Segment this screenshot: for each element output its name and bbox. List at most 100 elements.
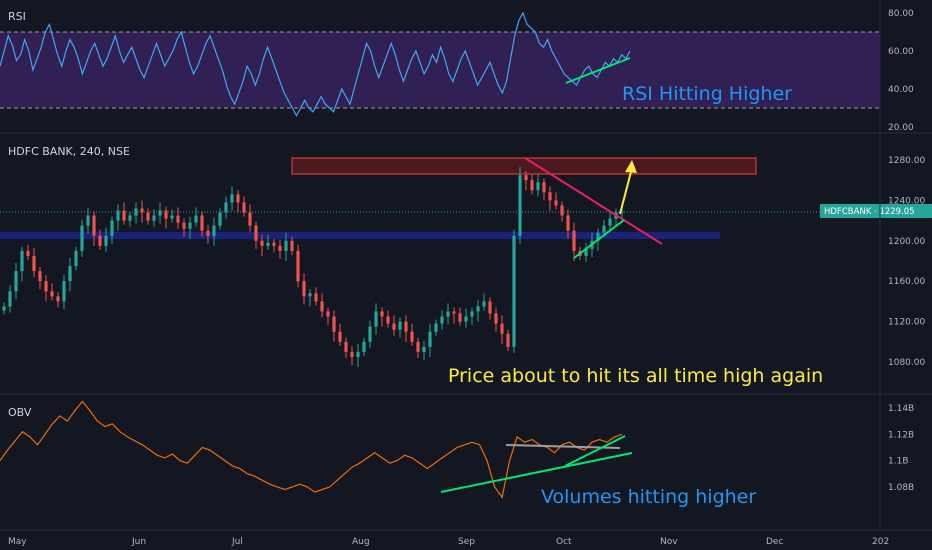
candle-body <box>386 316 390 324</box>
candle-body <box>566 215 570 231</box>
resistance-zone <box>291 157 757 175</box>
candle-body <box>470 311 474 317</box>
obv-trend-line-upper <box>564 435 626 467</box>
candle-body <box>98 235 102 246</box>
candle-body <box>548 192 552 201</box>
candle-body <box>26 250 30 256</box>
price-tick-label: 1080.00 <box>888 358 925 368</box>
candle-body <box>620 211 624 213</box>
x-tick-label: Dec <box>766 537 783 547</box>
rsi-tick-label: 40.00 <box>888 85 914 95</box>
candle-body <box>536 182 540 191</box>
candle-body <box>464 316 468 322</box>
candle-body <box>182 222 186 229</box>
candle-body <box>410 331 414 342</box>
candle-body <box>212 225 216 236</box>
candle-body <box>242 202 246 213</box>
candle-body <box>134 208 138 216</box>
candle-body <box>224 202 228 213</box>
obv-pane: OBV 1.14B 1.12B 1.1B 1.08B Volumes hitting … <box>0 400 914 508</box>
candle-body <box>440 316 444 324</box>
candle-body <box>416 341 420 352</box>
rsi-trend-line <box>565 57 631 84</box>
candle-body <box>74 250 78 267</box>
obv-tick-label: 1.08B <box>888 483 914 493</box>
candle-body <box>512 235 516 347</box>
obv-line <box>0 400 623 499</box>
candle-body <box>404 321 408 332</box>
rsi-annotation: RSI Hitting Higher <box>622 83 792 105</box>
price-tick-label: 1120.00 <box>888 318 925 328</box>
candle-body <box>62 281 66 302</box>
rsi-line <box>0 11 631 117</box>
candle-body <box>194 215 198 223</box>
candle-body <box>206 230 210 236</box>
candle-body <box>14 271 18 292</box>
candle-body <box>602 225 606 233</box>
price-tick-label: 1280.00 <box>888 156 925 166</box>
candle-body <box>308 293 312 297</box>
rsi-tick-label: 80.00 <box>888 9 914 19</box>
price-tick-label: 1200.00 <box>888 237 925 247</box>
candle-body <box>596 232 600 241</box>
candle-body <box>146 212 150 221</box>
obv-trend-line-lower <box>440 452 633 493</box>
last-price-tag: HDFCBANK · 1229.05 <box>824 207 915 217</box>
candle-body <box>140 208 144 213</box>
candle-body <box>494 313 498 324</box>
candle-body <box>44 281 48 292</box>
obv-tick-label: 1.12B <box>888 430 914 440</box>
candle-body <box>290 240 294 251</box>
candle-body <box>356 351 360 357</box>
rsi-tick-label: 20.00 <box>888 123 914 133</box>
candle-body <box>8 291 12 307</box>
candle-body <box>500 323 504 334</box>
candle-body <box>584 248 588 256</box>
candle-body <box>350 351 354 357</box>
x-tick-label: Aug <box>352 537 370 547</box>
candle-body <box>56 296 60 302</box>
obv-pane-label: OBV <box>8 406 32 419</box>
candle-body <box>80 225 84 251</box>
candle-body <box>260 240 264 246</box>
candle-body <box>452 311 456 314</box>
candle-body <box>344 341 348 352</box>
candle-body <box>92 215 96 236</box>
x-tick-label: Sep <box>458 537 475 547</box>
last-price-tag-bg <box>820 204 932 218</box>
candle-body <box>314 293 318 302</box>
rsi-pane: RSI 80.00 60.00 40.00 20.00 RSI Hitting Hig… <box>0 9 914 133</box>
candle-body <box>326 311 330 317</box>
candle-body <box>68 266 72 282</box>
candle-body <box>434 323 438 332</box>
candle-body <box>524 175 528 181</box>
candle-body <box>164 210 168 219</box>
x-tick-label: Oct <box>556 537 572 547</box>
candle-body <box>230 194 234 203</box>
price-annotation: Price about to hit its all time high aga… <box>448 365 823 387</box>
candle-body <box>560 205 564 216</box>
candle-body <box>248 212 252 226</box>
price-tick-label: 1240.00 <box>888 196 925 206</box>
x-tick-label: Jun <box>131 537 146 547</box>
price-tick-label: 1160.00 <box>888 277 925 287</box>
candle-body <box>296 250 300 282</box>
x-tick-label: 202 <box>872 537 889 547</box>
candle-body <box>332 316 336 332</box>
candle-body <box>476 306 480 312</box>
price-pane-label: HDFC BANK, 240, NSE <box>8 145 130 158</box>
support-zone <box>0 232 720 239</box>
candle-body <box>2 306 6 311</box>
candle-body <box>398 321 402 330</box>
ascending-trend-line <box>573 219 625 259</box>
candle-body <box>158 210 162 216</box>
candle-body <box>284 240 288 251</box>
descending-trend-line <box>524 157 663 245</box>
candle-body <box>104 235 108 246</box>
candle-body <box>392 323 396 330</box>
candle-body <box>530 180 534 191</box>
candle-body <box>272 242 276 246</box>
candle-body <box>266 242 270 246</box>
candle-body <box>200 215 204 231</box>
